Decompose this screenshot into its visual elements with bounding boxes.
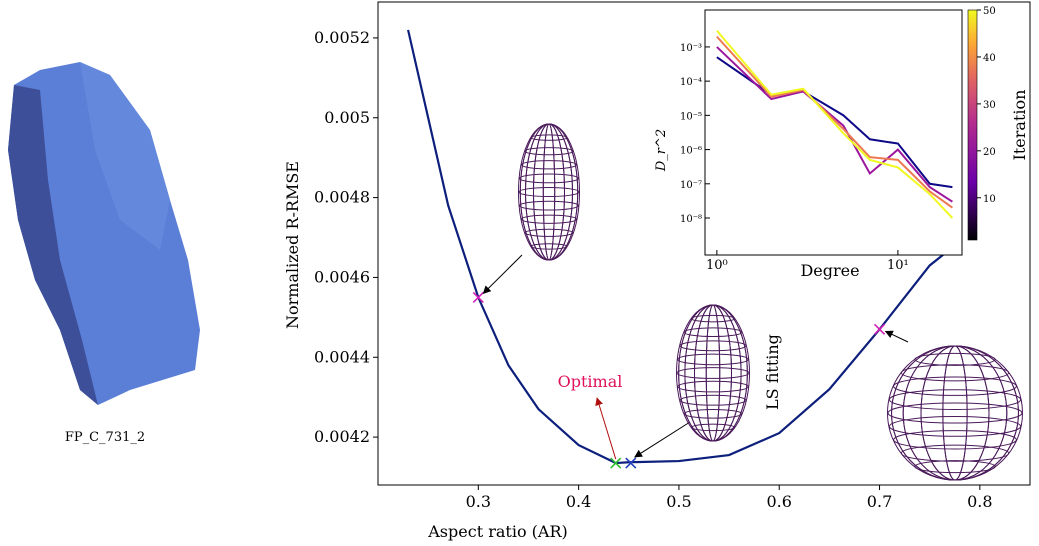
wire [677, 380, 749, 393]
inset-line [716, 29, 954, 219]
wire [518, 187, 580, 197]
y-axis-label: D_r^2 [654, 129, 669, 172]
wire [677, 353, 749, 366]
arrow [884, 330, 909, 343]
wire [888, 389, 1022, 410]
wire [542, 123, 556, 261]
wire [678, 304, 748, 442]
wire [914, 460, 996, 474]
x-tick-label: 10⁰ [706, 258, 728, 273]
x-tick-label: 10¹ [887, 258, 909, 273]
wire [694, 304, 732, 442]
y-tick-label: 10⁻⁸ [680, 214, 702, 225]
wireframes [518, 123, 1023, 481]
x-axis-label: Degree [800, 261, 859, 280]
wire [705, 304, 721, 442]
wire [518, 123, 580, 261]
wire [891, 345, 1019, 481]
curve [407, 29, 961, 465]
colorbar-tick-label: 30 [983, 100, 996, 111]
wire [902, 345, 1008, 481]
colorbar-label: Iteration [1010, 90, 1029, 161]
wire [519, 200, 579, 211]
wire [524, 228, 574, 237]
x-tick-label: 0.8 [967, 492, 992, 511]
inset-bg [704, 9, 963, 256]
x-axis-label: Aspect ratio (AR) [427, 522, 568, 541]
y-tick-label: 10⁻⁴ [680, 77, 702, 88]
wire [690, 423, 736, 432]
wire [679, 394, 747, 406]
x-tick-label: 0.6 [767, 492, 792, 511]
x-tick-label: 0.7 [867, 492, 892, 511]
wire [888, 416, 1022, 437]
y-tick-label: 0.005 [324, 108, 370, 127]
annotation: Optimal [558, 372, 623, 391]
wire [533, 123, 565, 261]
colorbar [967, 9, 978, 241]
wire [902, 345, 1008, 481]
inset-chart: 10⁰ 10¹ 10⁻³ 10⁻⁴ 10⁻⁵ 10⁻⁶ 10⁻⁷ 10⁻⁸ Degree D_r^… [654, 6, 1029, 280]
wire [519, 123, 579, 261]
wire [679, 340, 747, 352]
wire [519, 173, 579, 184]
y-tick-label: 0.0044 [314, 347, 370, 366]
wire [530, 134, 568, 141]
y-tick-label: 0.0042 [314, 427, 370, 446]
arrow [634, 421, 691, 458]
inset-line [716, 46, 953, 203]
wire [524, 147, 574, 156]
wire [900, 444, 1010, 462]
y-tick-label: 10⁻⁶ [680, 146, 702, 157]
wire [690, 314, 736, 323]
wire [676, 304, 750, 442]
point-marker [472, 291, 484, 303]
wire [887, 345, 1023, 481]
arrow [482, 254, 523, 294]
colorbar-tick-label: 20 [983, 147, 996, 158]
y-tick-label: 0.0048 [314, 188, 370, 207]
colorbar-tick-label: 10 [983, 194, 996, 205]
wire [676, 367, 750, 379]
wire [684, 304, 742, 442]
arrow [595, 397, 617, 460]
wire [683, 327, 743, 338]
wire [893, 376, 1017, 396]
point-marker [610, 457, 622, 469]
plot-frame [377, 1, 1031, 486]
rock-render [8, 62, 200, 405]
wire [525, 123, 573, 261]
y-tick-label: 10⁻⁵ [680, 111, 702, 122]
wire [900, 364, 1010, 382]
y-tick-label: 10⁻³ [680, 43, 702, 54]
colorbar-tick-label: 40 [983, 53, 996, 64]
x-tick-label: 0.3 [466, 492, 491, 511]
point-marker [873, 323, 886, 335]
colorbar-tick-label: 50 [983, 6, 996, 17]
wire [530, 243, 568, 250]
x-tick-label: 0.5 [666, 492, 691, 511]
y-tick-label: 0.0046 [314, 267, 370, 286]
point-marker [625, 457, 637, 469]
y-tick-label: 10⁻⁷ [680, 180, 702, 191]
annotation: LS fitting [763, 334, 782, 410]
y-tick-label: 0.0052 [314, 28, 370, 47]
wire [893, 430, 1017, 450]
inset-line [716, 35, 953, 209]
wire [891, 345, 1019, 481]
wire [887, 402, 1023, 424]
caption: FP_C_731_2 [65, 430, 145, 445]
y-axis-label: Normalized R-RMSE [283, 161, 302, 329]
wire [920, 345, 990, 481]
wire [942, 345, 968, 481]
wire [521, 160, 577, 170]
wire [521, 214, 577, 224]
main-chart: 0.3 0.4 0.5 0.6 0.7 0.8 0.0042 0.0044 0.0046 0.00… [283, 1, 1031, 541]
wire [914, 352, 996, 366]
wire [683, 408, 743, 419]
x-tick-label: 0.4 [566, 492, 591, 511]
